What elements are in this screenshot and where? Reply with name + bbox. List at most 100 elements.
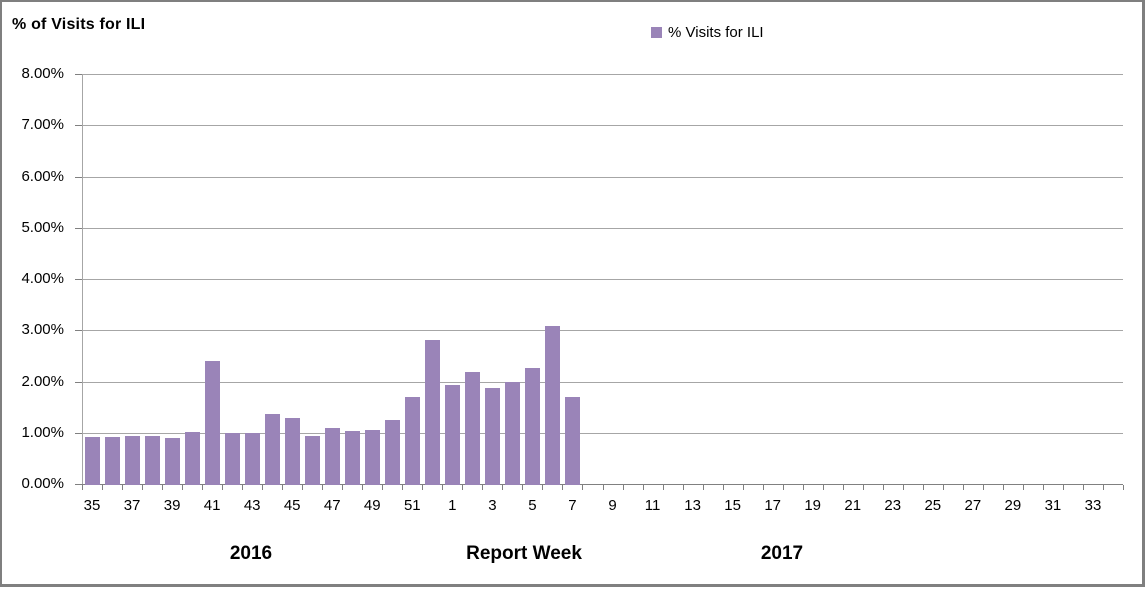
- bar-2016-week-51: [404, 397, 420, 485]
- x-axis-tick: [282, 485, 284, 490]
- x-axis-tick: [442, 485, 444, 490]
- x-axis-tick: [1102, 485, 1104, 490]
- bar-2016-week-46: [304, 436, 320, 485]
- x-axis-tick: [822, 485, 824, 490]
- gridline: [82, 125, 1123, 127]
- gridline: [82, 176, 1123, 178]
- x-axis-tick: [342, 485, 344, 490]
- x-axis-tick: [402, 485, 404, 490]
- x-axis-tick: [1062, 485, 1064, 490]
- x-tick-label: 3: [488, 497, 497, 514]
- x-axis-line: [75, 484, 1123, 485]
- x-tick-label: 9: [608, 497, 617, 514]
- gridline: [82, 330, 1123, 332]
- y-tick-label: 6.00%: [21, 167, 64, 185]
- bar-2016-week-37: [124, 435, 140, 485]
- x-axis-tick: [482, 485, 484, 490]
- x-axis-tick: [862, 485, 864, 490]
- y-tick-label: 1.00%: [21, 423, 64, 441]
- bar-2016-week-40: [184, 432, 200, 485]
- x-tick-label: 43: [243, 497, 261, 514]
- x-axis-tick: [142, 485, 144, 490]
- x-axis-tick: [582, 485, 584, 490]
- x-axis-tick: [782, 485, 784, 490]
- y-tick-label: 2.00%: [21, 372, 64, 390]
- bar-2016-week-44: [264, 414, 280, 485]
- y-axis-tick: [75, 125, 82, 127]
- x-axis-tick: [762, 485, 764, 490]
- x-axis-tick: [462, 485, 464, 490]
- gridline: [82, 432, 1123, 434]
- bar-2016-week-52: [424, 340, 440, 485]
- y-axis-tick: [75, 227, 82, 229]
- x-axis-tick: [842, 485, 844, 490]
- x-tick-label: 5: [528, 497, 537, 514]
- x-tick-label: 23: [884, 497, 902, 514]
- bar-2017-week-7: [564, 396, 580, 485]
- x-axis-tick: [1082, 485, 1084, 490]
- x-axis-tick: [982, 485, 984, 490]
- legend: % Visits for ILI: [651, 24, 764, 41]
- x-axis-tick: [962, 485, 964, 490]
- y-tick-label: 4.00%: [21, 270, 64, 287]
- x-axis-tick: [362, 485, 364, 490]
- year-label-2017: 2017: [760, 543, 804, 564]
- x-axis-tick: [802, 485, 804, 490]
- x-tick-label: 47: [323, 497, 341, 514]
- x-axis-tick: [1042, 485, 1044, 490]
- bar-2017-week-6: [544, 326, 560, 485]
- gridline: [82, 74, 1123, 75]
- legend-swatch-icon: [651, 27, 662, 38]
- x-axis-tick: [902, 485, 904, 490]
- chart-title: % of Visits for ILI: [12, 16, 146, 33]
- x-tick-label: 51: [403, 497, 421, 514]
- y-axis-line: [82, 75, 83, 485]
- x-tick-label: 29: [1004, 497, 1022, 514]
- bar-2016-week-50: [384, 419, 400, 485]
- x-tick-label: 21: [844, 497, 862, 514]
- x-axis-tick: [122, 485, 124, 490]
- x-axis-tick: [642, 485, 644, 490]
- y-tick-label: 5.00%: [21, 218, 64, 236]
- y-axis-tick: [75, 74, 82, 75]
- gridline: [82, 279, 1123, 280]
- y-axis-tick: [75, 330, 82, 332]
- bar-2016-week-49: [364, 429, 380, 485]
- x-tick-label: 41: [203, 497, 221, 514]
- x-tick-label: 33: [1084, 497, 1102, 514]
- x-axis-tick: [322, 485, 324, 490]
- bar-2017-week-1: [444, 385, 460, 485]
- x-axis-tick: [182, 485, 184, 490]
- x-axis-tick: [1022, 485, 1024, 490]
- x-axis-tick: [522, 485, 524, 490]
- y-tick-label: 7.00%: [21, 116, 64, 134]
- x-tick-label: 49: [363, 497, 381, 514]
- x-axis-tick: [82, 485, 83, 490]
- x-tick-label: 37: [123, 497, 141, 514]
- gridline: [82, 381, 1123, 383]
- x-axis-tick: [102, 485, 104, 490]
- x-tick-label: 27: [964, 497, 982, 514]
- x-axis-tick: [922, 485, 924, 490]
- bar-2016-week-48: [344, 430, 360, 485]
- x-axis-tick: [702, 485, 704, 490]
- x-tick-label: 15: [724, 497, 741, 514]
- x-axis-tick: [622, 485, 624, 490]
- x-axis-tick: [222, 485, 224, 490]
- x-tick-label: 25: [924, 497, 942, 514]
- y-tick-label: 0.00%: [21, 475, 64, 492]
- x-axis-tick: [1123, 485, 1124, 490]
- x-axis-title: Report Week: [466, 543, 582, 564]
- x-tick-label: 35: [83, 497, 101, 514]
- x-axis-tick: [382, 485, 384, 490]
- legend-label: % Visits for ILI: [668, 24, 764, 41]
- y-tick-label: 3.00%: [21, 321, 64, 339]
- bar-2016-week-41: [204, 361, 220, 485]
- x-tick-label: 7: [568, 497, 577, 514]
- bar-2016-week-42: [224, 432, 240, 485]
- gridline: [82, 227, 1123, 229]
- bar-2016-week-47: [324, 428, 340, 485]
- x-axis-tick: [562, 485, 564, 490]
